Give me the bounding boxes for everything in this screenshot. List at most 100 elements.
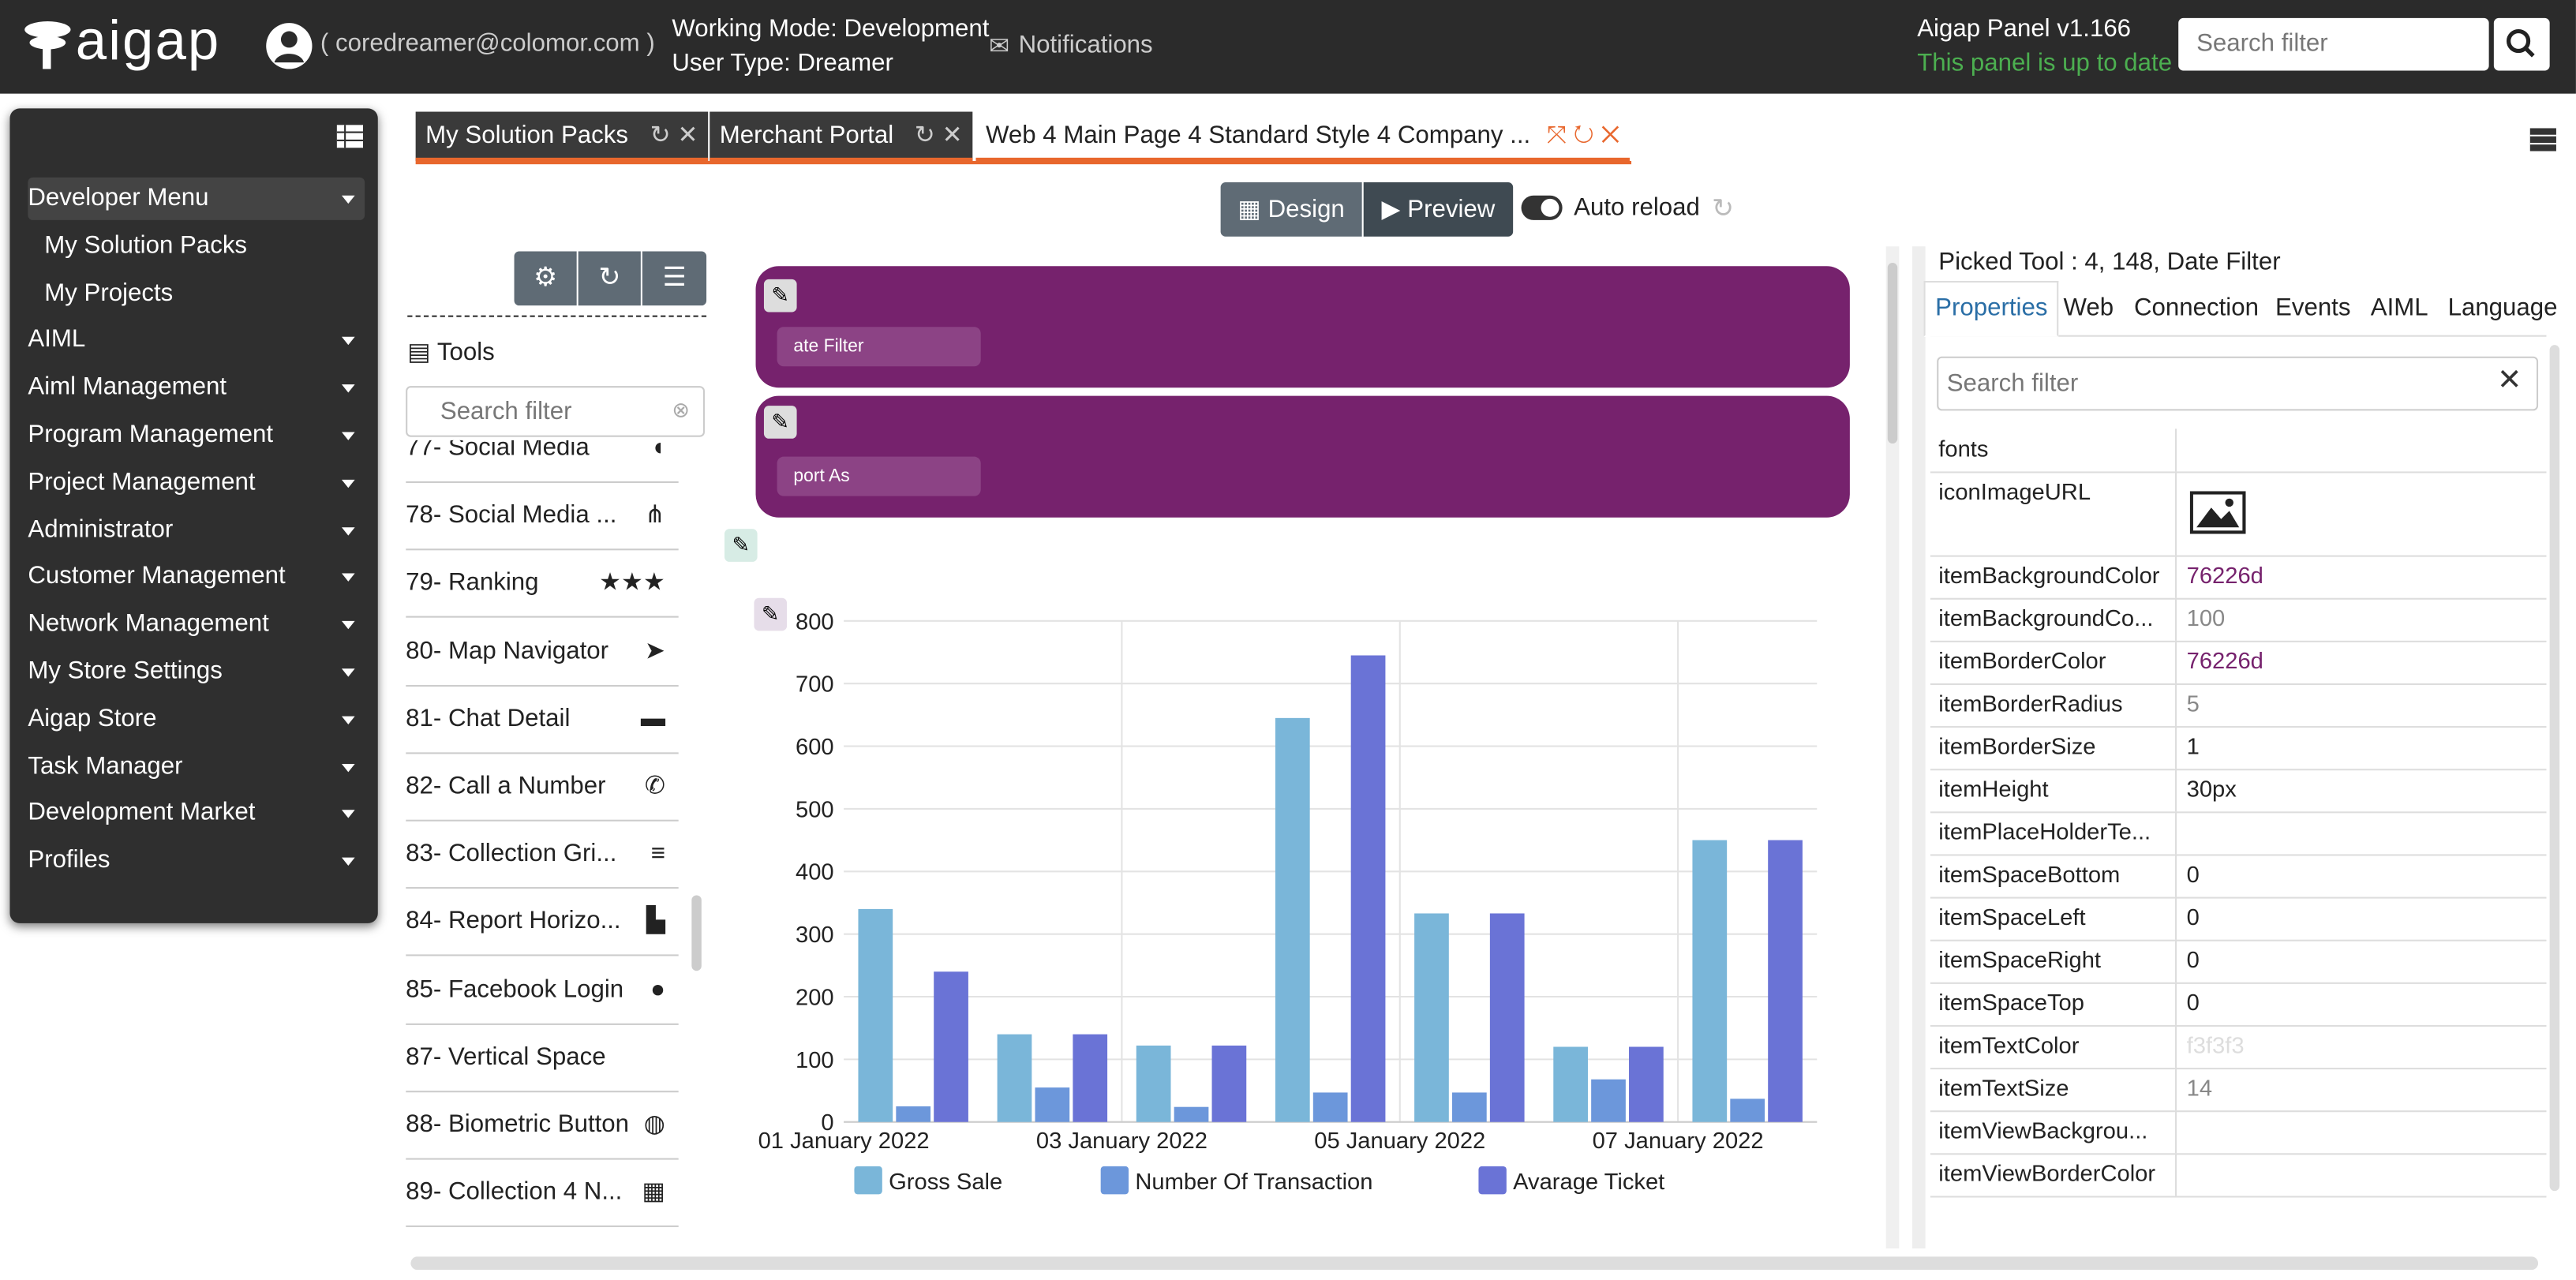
property-search[interactable]: Search filter xyxy=(1937,356,2539,411)
refresh-button[interactable]: ↻ xyxy=(578,251,641,306)
tool-item[interactable]: 77- Social Media ◖ xyxy=(406,440,679,483)
list-button[interactable]: ☰ xyxy=(642,251,707,306)
tool-item[interactable]: 79- Ranking ★★★ xyxy=(406,551,679,619)
y-tick-label: 500 xyxy=(796,797,834,822)
edit-icon[interactable]: ✎ xyxy=(754,597,788,631)
reload-icon[interactable]: ↻ xyxy=(1712,195,1734,224)
design-button[interactable]: ▦ Design xyxy=(1220,182,1362,237)
search-button[interactable] xyxy=(2493,17,2550,71)
tab-label: Web 4 Main Page 4 Standard Style 4 Compa… xyxy=(985,122,1531,150)
property-name: itemSpaceLeft xyxy=(1938,903,2086,930)
edit-icon[interactable]: ✎ xyxy=(763,279,797,313)
tool-item[interactable]: 81- Chat Detail ▬ xyxy=(406,687,679,754)
menu-caret xyxy=(341,857,355,866)
notifications[interactable]: Notifications xyxy=(1018,31,1153,59)
tools-search[interactable]: Search filter xyxy=(406,386,706,437)
tool-icon: ✆ xyxy=(644,772,666,800)
property-separator xyxy=(2175,939,2177,982)
property-value[interactable]: 0 xyxy=(2186,860,2200,888)
tool-label: 84- Report Horizo... xyxy=(406,907,621,936)
property-value[interactable]: 76226d xyxy=(2186,561,2263,589)
property-row: itemBorderRadius 5 xyxy=(1930,683,2547,728)
property-tab[interactable]: Events xyxy=(2275,294,2351,322)
bar xyxy=(1073,1034,1108,1122)
splitter[interactable] xyxy=(1911,246,1926,1249)
menu-item[interactable]: Profiles xyxy=(28,840,365,882)
menu-item[interactable]: Task Manager xyxy=(28,745,365,788)
property-value[interactable]: f3f3f3 xyxy=(2186,1031,2245,1058)
tab-actions[interactable]: ↻ ✕ xyxy=(650,122,698,150)
clear-search[interactable]: ⊗ xyxy=(672,397,691,422)
property-row: itemBackgroundCo... 100 xyxy=(1930,597,2547,642)
tool-item[interactable]: 87- Vertical Space xyxy=(406,1024,679,1092)
menu-item[interactable]: Network Management xyxy=(28,603,365,646)
tool-item[interactable]: 78- Social Media ... ⋔ xyxy=(406,483,679,551)
bar xyxy=(1553,1046,1588,1122)
menu-item[interactable]: Development Market xyxy=(28,792,365,835)
tool-item[interactable]: 80- Map Navigator ➤ xyxy=(406,619,679,687)
property-tab[interactable]: AIML xyxy=(2370,294,2428,322)
property-value[interactable]: 0 xyxy=(2186,989,2200,1016)
property-row: itemBorderSize 1 xyxy=(1930,726,2547,771)
menu-item[interactable]: Project Management xyxy=(28,462,365,504)
property-value[interactable]: 0 xyxy=(2186,903,2200,930)
tool-item[interactable]: 83- Collection Gri... ≡ xyxy=(406,822,679,889)
property-value[interactable]: 1 xyxy=(2186,732,2200,759)
property-value[interactable]: 100 xyxy=(2186,604,2226,631)
preview-button[interactable]: ▶ Preview xyxy=(1363,182,1514,237)
property-tab[interactable]: Web xyxy=(2063,294,2114,322)
panel-toggle[interactable] xyxy=(2529,128,2556,152)
menu-item[interactable]: My Store Settings xyxy=(28,650,365,693)
tool-item[interactable]: 84- Report Horizo... ▙ xyxy=(406,889,679,957)
design-widget[interactable]: port As xyxy=(777,456,981,496)
preview-label: Preview xyxy=(1407,195,1496,224)
tab[interactable]: My Solution Packs ↻ ✕ xyxy=(415,111,709,161)
bar xyxy=(1489,913,1525,1122)
tab-actions[interactable]: ⤧ ↻ ✕ xyxy=(1546,122,1620,150)
menu-item[interactable]: Administrator xyxy=(28,508,365,551)
property-value[interactable]: 14 xyxy=(2186,1074,2213,1101)
settings-button[interactable]: ⚙ xyxy=(514,251,577,306)
clear-property-search[interactable]: ✕ xyxy=(2497,363,2522,396)
menu-item[interactable]: Program Management xyxy=(28,414,365,457)
edit-icon[interactable]: ✎ xyxy=(763,406,797,439)
submenu-item[interactable]: My Solution Packs xyxy=(44,231,248,260)
menu-caret xyxy=(341,432,355,440)
edit-icon[interactable]: ✎ xyxy=(724,529,758,562)
menu-item[interactable]: Customer Management xyxy=(28,556,365,598)
tool-item[interactable]: 88- Biometric Button ◍ xyxy=(406,1092,679,1160)
header-search[interactable]: Search filter xyxy=(2178,17,2489,71)
menu-item[interactable]: Aiml Management xyxy=(28,367,365,410)
auto-reload-toggle[interactable] xyxy=(1521,195,1563,220)
property-row: itemViewBackgrou... xyxy=(1930,1110,2547,1155)
property-separator xyxy=(2175,726,2177,769)
tool-item[interactable]: 82- Call a Number ✆ xyxy=(406,754,679,822)
tab-actions[interactable]: ↻ ✕ xyxy=(914,122,963,150)
property-row: itemSpaceRight 0 xyxy=(1930,939,2547,984)
tool-item[interactable]: 89- Collection 4 N... ▦ xyxy=(406,1160,679,1228)
menu-item[interactable]: AIML xyxy=(28,320,365,362)
property-value[interactable]: 0 xyxy=(2186,946,2200,973)
tab[interactable]: Merchant Portal ↻ ✕ xyxy=(710,111,973,161)
property-value[interactable]: 5 xyxy=(2186,690,2200,717)
menu-item[interactable]: Aigap Store xyxy=(28,698,365,740)
tool-item[interactable]: 85- Facebook Login ● xyxy=(406,957,679,1025)
design-label: Design xyxy=(1267,195,1345,224)
menu-item-label: Task Manager xyxy=(28,751,183,780)
user-email[interactable]: ( coredreamer@colomor.com ) xyxy=(320,29,655,58)
bar xyxy=(1629,1046,1664,1122)
user-avatar xyxy=(266,23,313,69)
menu-item[interactable]: Developer Menu xyxy=(28,177,365,220)
design-widget[interactable]: ate Filter xyxy=(777,327,981,367)
y-tick-label: 0 xyxy=(821,1110,833,1136)
menu-toggle[interactable] xyxy=(336,125,364,148)
property-tab[interactable]: Language xyxy=(2447,294,2558,322)
property-tab[interactable]: Connection xyxy=(2133,294,2259,322)
property-value[interactable]: 76226d xyxy=(2186,647,2263,674)
property-value[interactable]: 30px xyxy=(2186,775,2237,802)
property-tab[interactable]: Properties xyxy=(1923,280,2060,337)
tab[interactable]: Web 4 Main Page 4 Standard Style 4 Compa… xyxy=(975,111,1630,161)
submenu-item[interactable]: My Projects xyxy=(44,279,174,307)
auto-reload-label: Auto reload xyxy=(1574,193,1700,223)
